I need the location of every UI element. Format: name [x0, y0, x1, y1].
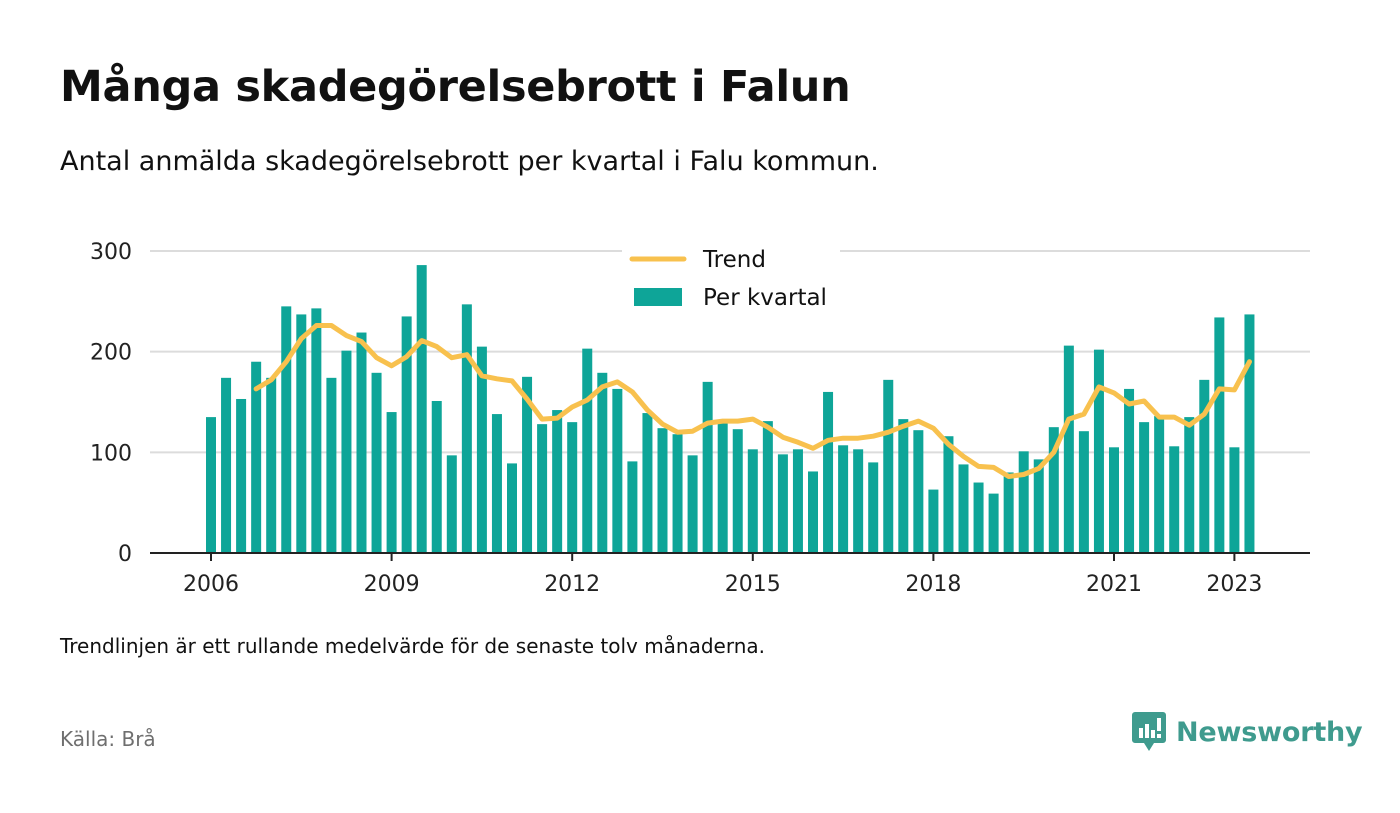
bar-2012-Q3 [597, 372, 608, 553]
bar-2009-Q4 [431, 400, 442, 553]
bar-2018-Q3 [958, 464, 969, 553]
bar-2023-Q2 [1244, 314, 1255, 553]
bar-2020-Q3 [1078, 431, 1089, 553]
bar-2006-Q3 [236, 398, 247, 553]
bar-2010-Q4 [491, 414, 502, 553]
bar-2015-Q2 [762, 421, 773, 553]
bar-2021-Q4 [1154, 416, 1165, 553]
bar-2022-Q2 [1184, 417, 1195, 553]
legend-swatch-per-kvartal [634, 288, 682, 306]
bar-2007-Q2 [281, 306, 292, 553]
brand-name: Newsworthy [1176, 716, 1363, 748]
chart-title: Många skadegörelsebrott i Falun [60, 62, 851, 112]
bar-2006-Q4 [251, 361, 262, 553]
bar-2014-Q3 [717, 423, 728, 553]
bar-2019-Q4 [1033, 459, 1044, 553]
y-tick-label-200: 200 [90, 341, 132, 366]
bar-2019-Q2 [1003, 472, 1014, 553]
bar-2018-Q1 [928, 489, 939, 553]
bar-2006-Q1 [206, 417, 216, 553]
x-tick-label-2023: 2023 [1206, 572, 1262, 597]
bar-2011-Q4 [552, 410, 563, 553]
bar-2014-Q4 [732, 429, 743, 553]
x-tick-label-2006: 2006 [183, 572, 239, 597]
x-tick-label-2015: 2015 [725, 572, 781, 597]
bar-2023-Q1 [1229, 447, 1240, 553]
x-tick-label-2012: 2012 [544, 572, 600, 597]
y-tick-label-300: 300 [90, 240, 132, 265]
bar-2009-Q2 [401, 316, 412, 553]
bar-2014-Q1 [687, 455, 698, 553]
bar-2007-Q1 [266, 377, 277, 553]
x-tick-label-2018: 2018 [905, 572, 961, 597]
x-tick-label-2021: 2021 [1086, 572, 1142, 597]
bar-series [206, 265, 1255, 553]
newsworthy-logo-icon [1132, 712, 1166, 751]
chart-subtitle: Antal anmälda skadegörelsebrott per kvar… [60, 146, 879, 177]
bar-2020-Q2 [1063, 345, 1074, 553]
bar-2013-Q3 [657, 428, 668, 553]
x-tick-label-2009: 2009 [364, 572, 420, 597]
bar-2022-Q3 [1199, 379, 1210, 553]
legend-label-trend: Trend [702, 247, 766, 273]
bar-2017-Q2 [883, 379, 894, 553]
bar-2011-Q3 [537, 424, 548, 553]
bar-2022-Q4 [1214, 317, 1225, 553]
legend: Trend Per kvartal [622, 234, 840, 326]
bar-2021-Q2 [1124, 388, 1135, 553]
bar-2016-Q2 [823, 391, 834, 553]
bar-2013-Q2 [642, 413, 653, 553]
bar-2015-Q3 [777, 454, 788, 553]
bar-line-chart: 0 100 200 300 2006 2009 2012 2015 2018 2021 2023 T… [90, 234, 1310, 597]
bar-2011-Q2 [522, 376, 533, 553]
chart-note: Trendlinjen är ett rullande medelvärde f… [60, 634, 766, 658]
bar-2021-Q3 [1139, 422, 1150, 553]
bar-2008-Q4 [371, 372, 382, 553]
bar-2007-Q3 [296, 314, 307, 553]
bar-2019-Q1 [988, 493, 999, 553]
bar-2007-Q4 [311, 308, 322, 553]
bar-2012-Q2 [582, 348, 593, 553]
bar-2008-Q1 [326, 377, 337, 553]
bar-2010-Q1 [446, 455, 457, 553]
bar-2006-Q2 [221, 377, 232, 553]
bar-2014-Q2 [702, 381, 713, 553]
bar-2011-Q1 [507, 463, 517, 553]
bar-2010-Q2 [461, 304, 472, 553]
bar-2016-Q1 [808, 471, 818, 553]
legend-label-per-kvartal: Per kvartal [703, 285, 827, 311]
bar-2020-Q1 [1048, 427, 1059, 553]
y-tick-label-100: 100 [90, 441, 132, 466]
bar-2008-Q2 [341, 350, 352, 553]
legend-background [622, 234, 840, 326]
bar-2016-Q4 [853, 449, 864, 553]
bar-2013-Q4 [672, 434, 683, 553]
bar-2020-Q4 [1093, 349, 1104, 553]
trend-series [253, 323, 1252, 479]
source-credit: Källa: Brå [60, 727, 156, 751]
bar-2009-Q3 [416, 265, 427, 553]
bar-2021-Q1 [1109, 447, 1119, 553]
bar-2017-Q4 [913, 430, 924, 553]
bar-2017-Q3 [898, 419, 909, 553]
bar-2013-Q1 [627, 461, 638, 553]
bar-2009-Q1 [386, 412, 397, 553]
newsworthy-brand: Newsworthy [1132, 712, 1363, 752]
bar-2008-Q3 [356, 332, 367, 553]
bar-2018-Q2 [943, 436, 954, 553]
bar-2018-Q4 [973, 482, 984, 553]
bar-2019-Q3 [1018, 451, 1029, 553]
bar-2012-Q1 [567, 422, 578, 553]
bar-2015-Q1 [747, 449, 758, 553]
y-tick-label-0: 0 [118, 542, 132, 567]
trend-line [253, 323, 1252, 479]
bar-2017-Q1 [868, 462, 879, 553]
axes: 0 100 200 300 2006 2009 2012 2015 2018 2021 2023 [90, 240, 1310, 597]
bar-2015-Q4 [792, 449, 803, 553]
bar-2022-Q1 [1169, 446, 1180, 553]
bar-2010-Q3 [476, 346, 487, 553]
bar-2016-Q3 [838, 445, 849, 553]
bar-2012-Q4 [612, 388, 623, 553]
